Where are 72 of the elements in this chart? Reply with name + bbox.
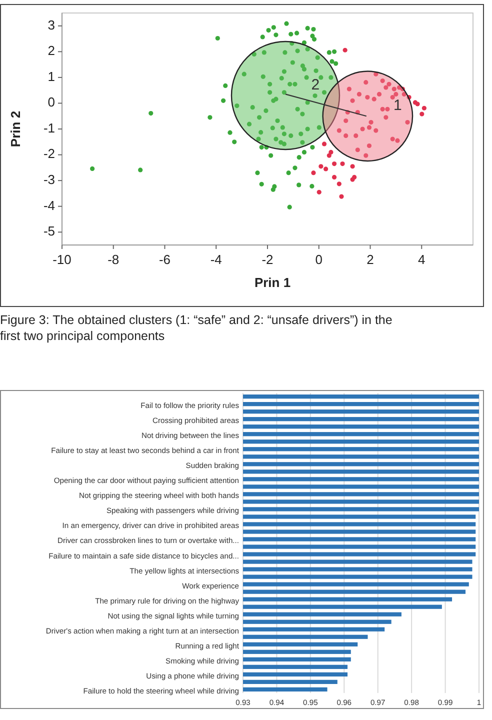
point (406, 94, 412, 100)
point (422, 106, 426, 110)
x-tick-label: -8 (108, 252, 120, 267)
point (366, 143, 372, 148)
point (336, 182, 342, 186)
point (346, 86, 352, 92)
point (384, 85, 388, 90)
point (344, 118, 348, 124)
y-tick-label: -2 (43, 146, 55, 162)
point (360, 126, 365, 132)
x-axis-title: Prin 1 (254, 275, 291, 290)
point (390, 94, 395, 100)
y-axis-title: Prin 2 (8, 110, 23, 148)
point (324, 166, 328, 172)
y-tick-label: 1 (48, 68, 55, 84)
point (386, 82, 392, 86)
point (364, 153, 368, 158)
point (332, 174, 337, 180)
y-tick-label: -1 (43, 120, 55, 136)
point (376, 92, 382, 96)
point (368, 120, 374, 125)
point (374, 128, 378, 133)
point (350, 98, 355, 103)
point (365, 94, 370, 100)
point (316, 190, 322, 194)
point (415, 102, 420, 106)
y-tick-label: -3 (43, 172, 55, 187)
x-tick-label: 0 (315, 252, 322, 267)
annotation: 2 (311, 76, 320, 94)
point (318, 164, 324, 169)
y-tick-label: 2 (48, 43, 55, 58)
x-tick-label: 4 (418, 252, 426, 267)
point (420, 112, 424, 116)
point (366, 125, 372, 130)
x-tick-label: 2 (366, 252, 374, 267)
point (336, 128, 342, 133)
point (342, 48, 348, 52)
point (311, 170, 316, 176)
point (354, 133, 358, 138)
point (339, 194, 344, 199)
point (405, 120, 410, 125)
x-tick-label: -10 (52, 252, 72, 267)
point (384, 115, 388, 120)
point (395, 138, 400, 143)
point (355, 148, 360, 152)
point (400, 86, 405, 92)
point (402, 92, 406, 96)
point (392, 86, 396, 92)
point (380, 106, 385, 112)
point (390, 136, 395, 142)
y-tick-label: 3 (48, 17, 55, 32)
point (332, 162, 337, 166)
y-tick-label: -5 (43, 224, 55, 239)
point (385, 106, 390, 112)
x-tick-label: -6 (158, 252, 171, 267)
point (380, 78, 385, 84)
x-tick-label: -2 (262, 252, 274, 267)
y-tick-label: 0 (48, 94, 55, 110)
point (340, 162, 345, 166)
point (344, 133, 348, 138)
point (322, 142, 327, 146)
y-tick-label: -4 (43, 198, 55, 213)
point (356, 92, 362, 96)
point (350, 164, 355, 169)
point (364, 80, 368, 85)
caption: Figure 3: The obtained clusters (1: “safe” and 2: “unsafe drivers”) in the first two principal components (0, 313, 392, 343)
annotation: 1 (394, 97, 402, 114)
point (328, 150, 334, 154)
point (326, 153, 332, 158)
point (394, 92, 398, 96)
point (372, 96, 376, 102)
point (350, 177, 355, 182)
